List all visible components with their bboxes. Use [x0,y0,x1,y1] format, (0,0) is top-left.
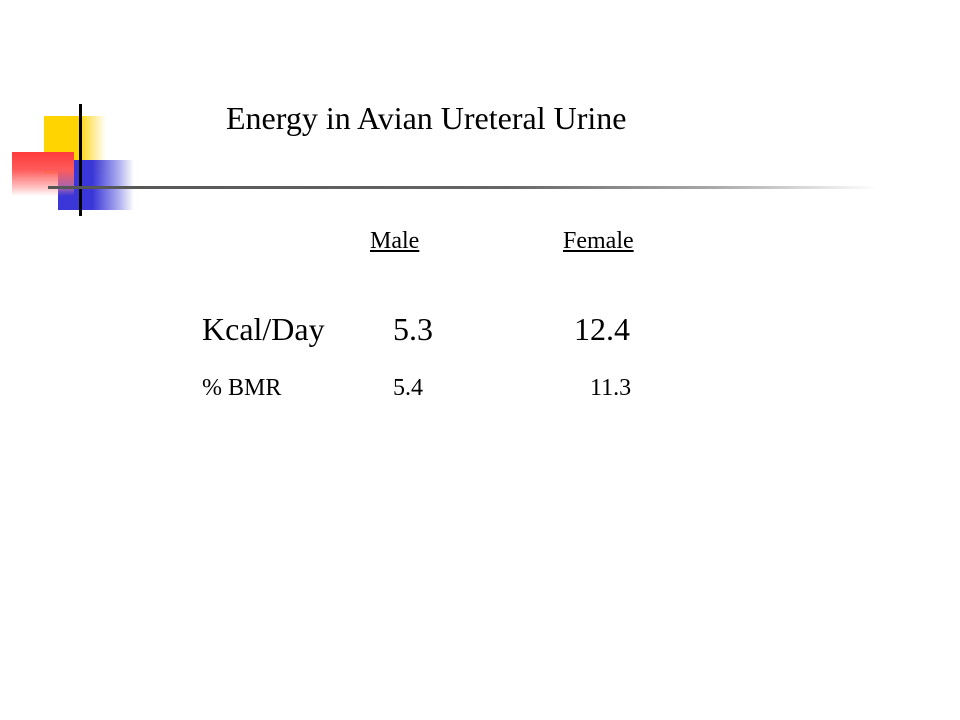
row-value-kcal-day-female: 12.4 [574,311,630,347]
logo-red-square [12,152,74,196]
row-value-kcal-day-male: 5.3 [393,311,433,347]
row-label-kcal-day: Kcal/Day [202,311,325,347]
row-label-bmr: % BMR [202,375,282,401]
row-value-bmr-male: 5.4 [393,375,423,401]
column-header-female: Female [563,228,634,254]
title-divider-line [48,186,878,189]
logo-vertical-line [79,104,82,216]
slide-title: Energy in Avian Ureteral Urine [226,100,627,136]
row-value-bmr-female: 11.3 [590,375,632,401]
column-header-male: Male [370,228,420,254]
